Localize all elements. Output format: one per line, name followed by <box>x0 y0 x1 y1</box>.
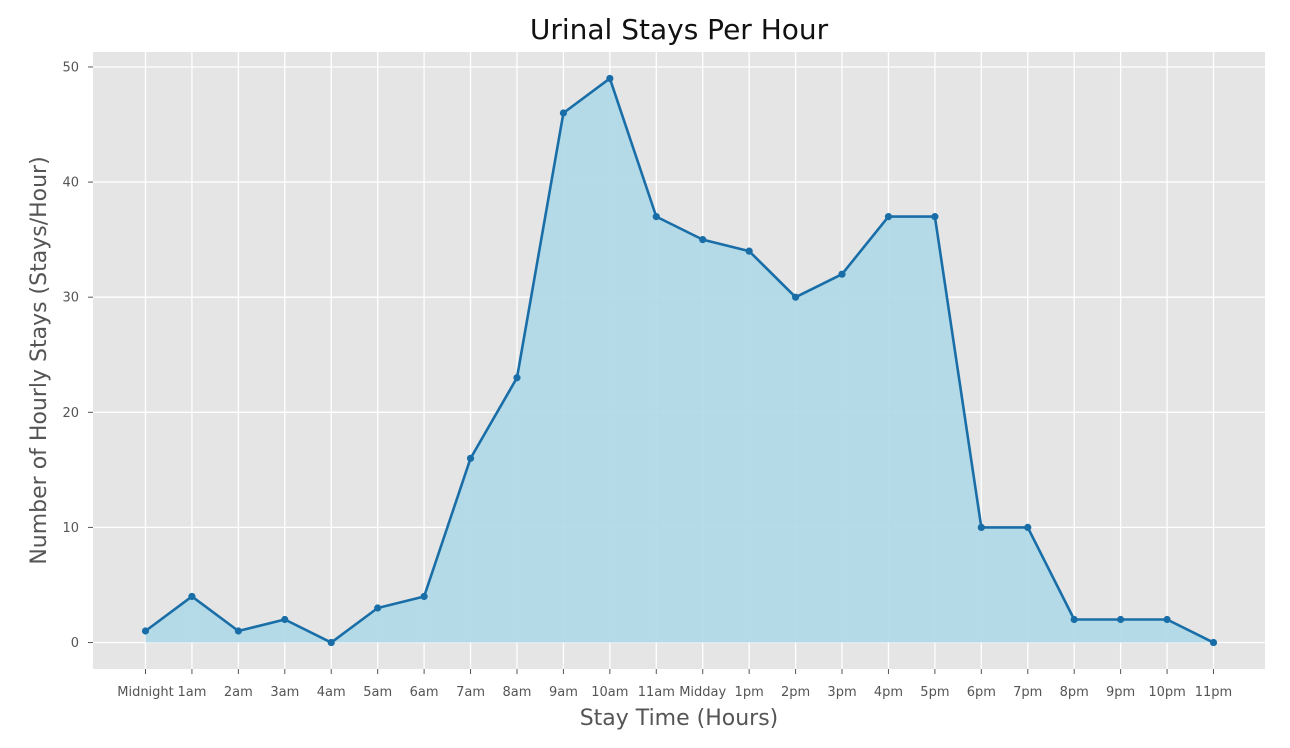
x-tick-label: 8pm <box>1060 685 1089 700</box>
data-point-5pm <box>931 213 939 221</box>
data-point-9pm <box>1117 615 1125 624</box>
x-tick-label: 6am <box>410 685 439 700</box>
data-points <box>141 74 1218 647</box>
data-point-6pm <box>977 523 985 532</box>
x-tick-label: Midnight <box>117 685 174 700</box>
x-tick-label: 3pm <box>827 685 856 700</box>
x-tick-label: 1pm <box>735 685 764 700</box>
y-tick-label: 50 <box>62 60 79 75</box>
data-point-1pm <box>745 247 753 255</box>
x-axis-ticks: Midnight 1am 2am 3am 4am 5am 6am 7am 8am 9am 10am 1… <box>117 669 1232 700</box>
x-tick-label: 1am <box>177 685 206 700</box>
data-point-2am <box>234 627 242 635</box>
data-point-9am <box>559 109 568 117</box>
x-axis-label: Stay Time (Hours) <box>580 706 779 731</box>
x-tick-label: 11pm <box>1195 685 1232 700</box>
y-tick-label: 10 <box>62 521 79 536</box>
data-point-midday <box>699 236 707 244</box>
data-point-8pm <box>1070 615 1078 624</box>
x-tick-label: 3am <box>270 685 299 700</box>
x-tick-label: 5pm <box>920 685 949 700</box>
x-tick-label: 10pm <box>1148 685 1185 700</box>
y-axis-label: Number of Hourly Stays (Stays/Hour) <box>27 156 52 564</box>
series-line <box>144 77 1215 644</box>
data-point-4am <box>327 638 335 647</box>
x-tick-label: 9am <box>549 685 578 700</box>
data-point-11am <box>652 213 660 221</box>
y-tick-label: 20 <box>62 406 79 421</box>
data-point-10pm <box>1163 615 1171 624</box>
x-tick-label: 6pm <box>967 685 996 700</box>
x-tick-label: 9pm <box>1106 685 1135 700</box>
data-point-6am <box>420 592 428 601</box>
data-point-10am <box>606 74 614 83</box>
data-point-8am <box>513 374 521 382</box>
x-tick-label: 11am <box>638 685 675 700</box>
data-point-7am <box>466 454 475 462</box>
chart-title: Urinal Stays Per Hour <box>530 13 829 46</box>
y-tick-label: 40 <box>62 176 79 191</box>
y-tick-label: 30 <box>62 291 79 306</box>
y-axis-ticks: 0 10 20 30 40 50 <box>62 60 93 651</box>
data-point-7pm <box>1024 523 1032 532</box>
data-point-1am <box>188 592 196 601</box>
data-point-2pm <box>791 293 800 301</box>
x-tick-label: 2am <box>224 685 253 700</box>
area-fill <box>145 78 1214 643</box>
x-tick-label: 4am <box>317 685 346 700</box>
x-tick-label: 2pm <box>781 685 810 700</box>
data-point-3pm <box>838 270 846 278</box>
data-point-4pm <box>884 213 893 221</box>
data-point-11pm <box>1209 638 1218 647</box>
y-tick-label: 0 <box>71 636 79 651</box>
data-point-midnight <box>141 627 150 635</box>
data-point-5am <box>374 604 382 612</box>
x-tick-label: 4pm <box>874 685 903 700</box>
data-point-3am <box>281 615 289 624</box>
x-tick-label: Midday <box>679 685 726 700</box>
x-tick-label: 8am <box>503 685 532 700</box>
x-tick-label: 7pm <box>1013 685 1042 700</box>
x-tick-label: 7am <box>456 685 485 700</box>
x-tick-label: 5am <box>363 685 392 700</box>
x-tick-label: 10am <box>591 685 628 700</box>
